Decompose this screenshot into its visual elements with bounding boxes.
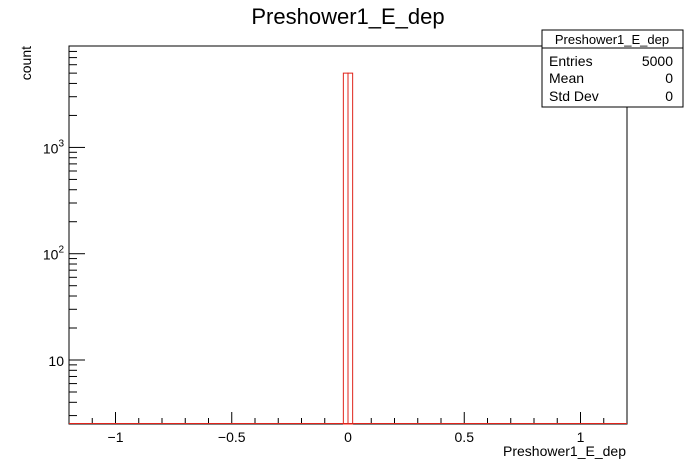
histogram-series	[69, 72, 627, 425]
y-tick-label: 103	[43, 138, 65, 156]
stats-box-frame	[541, 29, 684, 108]
y-tick-label: 10	[48, 353, 64, 369]
stats-box-title: Preshower1_E_dep	[555, 32, 669, 47]
histogram-bin	[347, 72, 354, 425]
x-tick-label: 0.5	[455, 429, 475, 445]
stat-value-stddev: 0	[665, 88, 673, 104]
x-tick-label: −0.5	[218, 429, 246, 445]
x-axis-title: Preshower1_E_dep	[503, 443, 626, 459]
y-tick-label: 102	[43, 245, 65, 263]
x-tick-label: −1	[108, 429, 124, 445]
y-axis-title: count	[18, 46, 34, 80]
histogram-bin	[342, 72, 349, 425]
y-axis: 10 102 103	[43, 45, 85, 417]
x-tick-label: 1	[577, 429, 585, 445]
chart-title: Preshower1_E_dep	[251, 4, 444, 29]
stat-value-entries: 5000	[642, 53, 673, 69]
stats-box: Preshower1_E_dep Entries 5000 Mean 0 Std…	[541, 29, 684, 108]
stat-label-mean: Mean	[549, 70, 584, 86]
x-axis: −1 −0.5 0 0.5 1	[68, 412, 628, 445]
x-tick-label: 0	[344, 429, 352, 445]
stat-label-entries: Entries	[549, 53, 593, 69]
stat-label-stddev: Std Dev	[549, 88, 599, 104]
stat-value-mean: 0	[665, 70, 673, 86]
